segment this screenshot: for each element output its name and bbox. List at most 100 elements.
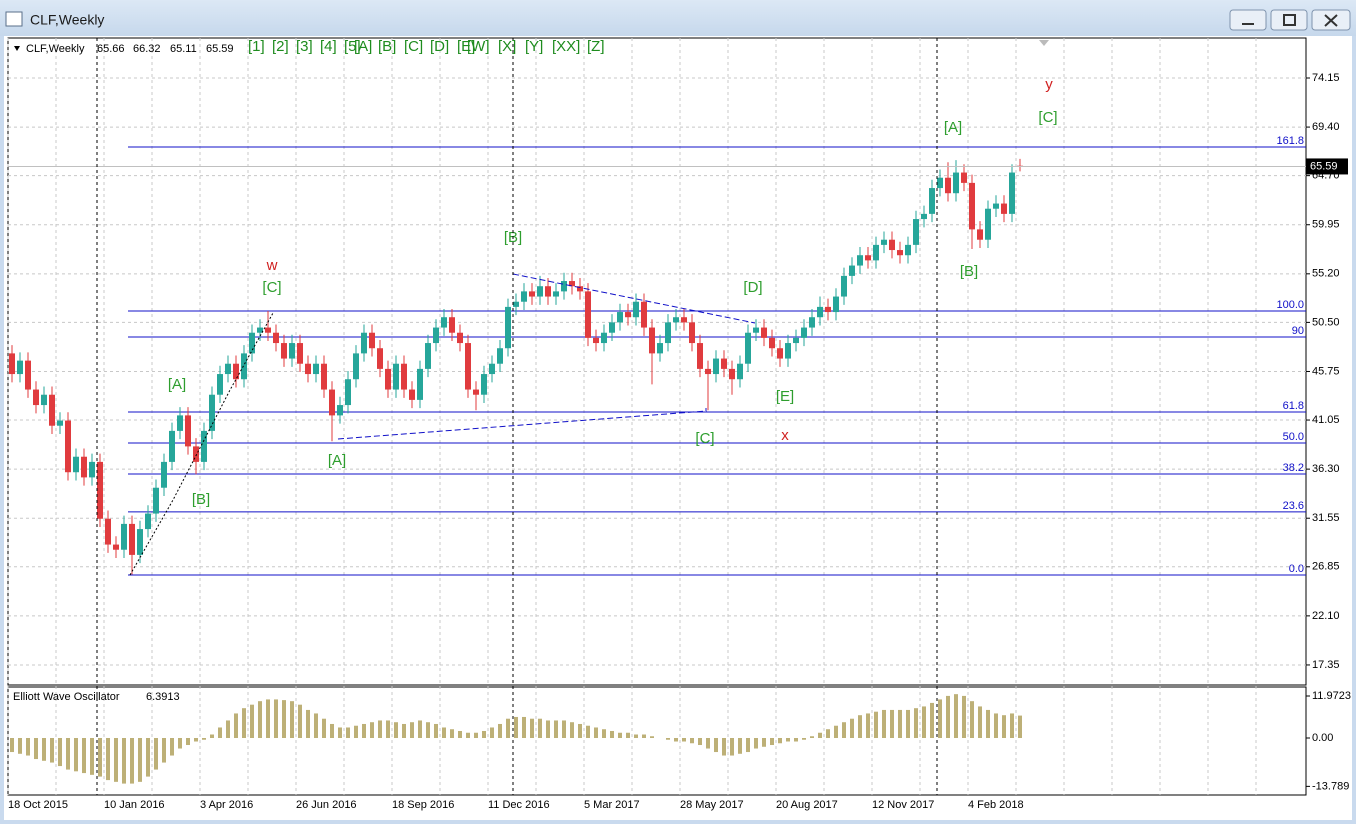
oscillator-bar [482,730,486,739]
wave-button[interactable]: [C] [404,38,423,55]
oscillator-bar [362,723,366,739]
candle-body [897,250,903,256]
candle-body [657,343,663,354]
candle-body [153,487,159,514]
wave-button[interactable]: [4] [320,38,337,55]
candle-body [369,332,375,349]
oscillator-bar [386,720,390,739]
candle-body [457,332,463,344]
wave-button[interactable]: [5] [344,38,361,55]
oscillator-bar [418,720,422,739]
candle-body [73,456,79,473]
oscillator-bar [202,738,206,740]
candle-body [801,327,807,338]
oscillator-bar [834,725,838,739]
x-tick-label: 12 Nov 2017 [872,799,934,811]
open-value: 65.66 [97,43,125,55]
oscillator-bar [378,720,382,739]
symbol-label: CLF,Weekly [26,43,85,55]
maximize-button[interactable] [1270,9,1308,31]
oscillator-bar [226,720,230,739]
candle-body [553,291,559,297]
wave-button[interactable]: [2] [272,38,289,55]
window-buttons[interactable] [1229,9,1351,31]
candle-body [305,363,311,375]
candle-body [49,394,55,426]
candle-body [737,363,743,380]
oscillator-bar [642,734,646,739]
oscillator-bar [530,718,534,739]
oscillator-bar [210,734,214,739]
minimize-button[interactable] [1229,9,1267,31]
oscillator-bar [506,718,510,739]
wave-label: [C] [695,430,714,447]
wave-button[interactable]: [XX] [552,38,580,55]
candle-body [65,420,71,473]
wave-button[interactable]: [D] [430,38,449,55]
oscillator-bar [522,716,526,739]
candle-body [529,291,535,297]
wave-button[interactable]: [3] [296,38,313,55]
oscillator-bar [98,738,102,777]
wave-label: [B] [192,491,210,508]
oscillator-bar [186,738,190,746]
oscillator-bar [586,725,590,739]
wave-button[interactable]: [A] [354,38,372,55]
candle-body [313,363,319,375]
wave-label: [A] [944,119,962,136]
oscillator-bar [178,738,182,749]
y-tick-label: -13.789 [1312,780,1349,792]
candle-body [889,239,895,251]
candle-body [145,513,151,530]
wave-label: y [1045,76,1053,93]
candle-body [793,337,799,344]
oscillator-bar [138,738,142,782]
candle-body [601,332,607,344]
candle-body [81,456,87,478]
candle-body [505,306,511,349]
candle-body [753,327,759,333]
candle-body [177,415,183,431]
oscillator-bar [466,732,470,739]
candle-body [977,229,983,240]
candle-body [353,353,359,380]
oscillator-bar [1002,715,1006,739]
oscillator-bar [666,738,670,740]
oscillator-bar [762,738,766,747]
candle-body [857,255,863,266]
wave-button[interactable]: [1] [248,38,265,55]
oscillator-bar [954,694,958,739]
oscillator-bar [986,709,990,739]
oscillator-bar [218,727,222,739]
candle-body [817,306,823,318]
oscillator-bar [10,738,14,753]
candle-body [697,343,703,369]
oscillator-bar [738,738,742,754]
wave-button[interactable]: [Y] [525,38,543,55]
high-value: 66.32 [133,43,161,55]
wave-button[interactable]: [X] [498,38,516,55]
oscillator-bar [50,738,54,763]
candle-body [865,255,871,261]
trendlines [96,38,1049,795]
candle-body [769,337,775,349]
oscillator-bar [938,699,942,739]
wave-button[interactable]: [B] [378,38,396,55]
candle-body [905,244,911,256]
oscillator-bar [554,720,558,739]
oscillator-bar [970,701,974,739]
oscillator-bar [354,725,358,739]
candle-body [129,523,135,555]
candle-body [913,219,919,245]
wave-button[interactable]: [Z] [587,38,605,55]
oscillator-bar [130,738,134,784]
candle-body [401,363,407,390]
candle-body [881,239,887,245]
wave-button[interactable]: [W] [467,38,490,55]
fib-label: 50.0 [1283,431,1304,443]
oscillator-bar [994,713,998,739]
candle-body [929,188,935,214]
candle-body [377,348,383,369]
dropdown-arrow[interactable] [14,46,20,51]
wave-button[interactable]: [E] [457,38,475,55]
